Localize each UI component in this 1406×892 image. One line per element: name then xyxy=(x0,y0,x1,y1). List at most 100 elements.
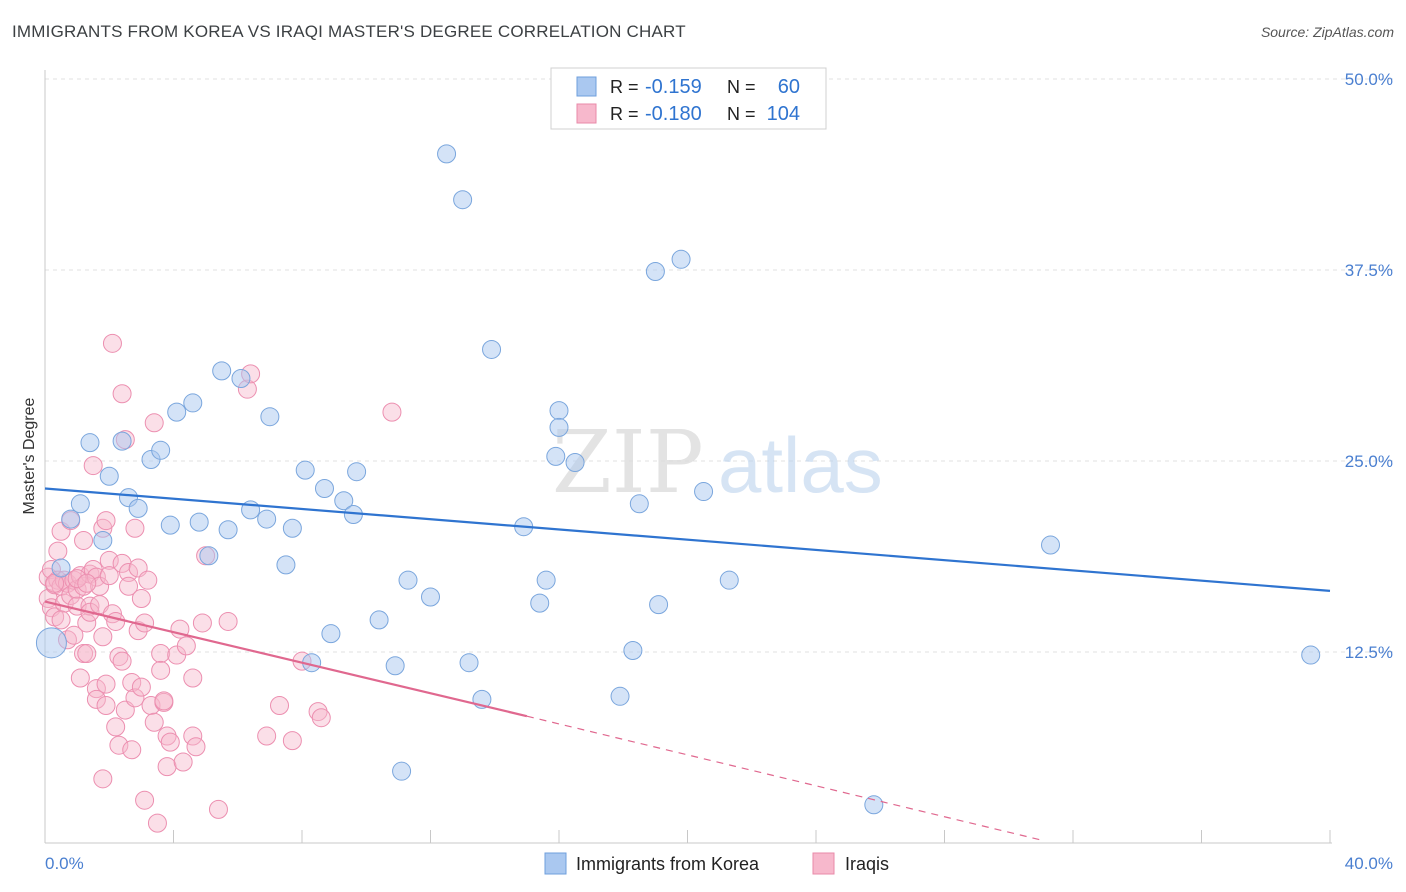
korea-point-29 xyxy=(334,491,354,511)
korea-point-48 xyxy=(565,453,585,473)
iraqis-point-26 xyxy=(77,644,97,664)
iraqis-point-72 xyxy=(147,813,167,833)
korea-point-36 xyxy=(421,587,440,607)
korea-point-13 xyxy=(167,402,187,422)
legend-r-label-iraqis: R = xyxy=(610,104,639,124)
korea-point-46 xyxy=(549,401,569,421)
iraqis-point-41 xyxy=(96,695,116,715)
iraqis-point-78 xyxy=(157,726,177,746)
iraqis-point-43 xyxy=(99,550,119,570)
y-tick-label-3: 50.0% xyxy=(1345,70,1393,89)
iraqis-point-57 xyxy=(119,576,139,596)
korea-point-49 xyxy=(610,686,630,706)
korea-point-28 xyxy=(321,624,341,644)
iraqis-point-6 xyxy=(48,541,68,561)
korea-point-17 xyxy=(212,361,232,381)
iraqis-point-25 xyxy=(77,613,97,633)
x-tick-label-min: 0.0% xyxy=(45,854,84,873)
iraqis-point-93 xyxy=(257,726,277,746)
korea-point-32 xyxy=(369,610,389,630)
iraqis-point-53 xyxy=(112,384,132,404)
y-tick-label-2: 37.5% xyxy=(1345,261,1393,280)
iraqis-point-58 xyxy=(122,740,142,760)
grid-lines xyxy=(45,78,1393,653)
korea-point-11 xyxy=(151,440,171,460)
iraqis-point-23 xyxy=(74,576,94,596)
iraqis-point-40 xyxy=(96,511,116,531)
iraqis-point-47 xyxy=(106,611,126,631)
korea-point-14 xyxy=(183,393,203,413)
iraqis-point-21 xyxy=(70,566,90,586)
iraqis-point-39 xyxy=(93,627,113,647)
iraqis-point-59 xyxy=(122,673,142,693)
korea-point-12 xyxy=(160,515,180,535)
iraqis-point-87 xyxy=(192,613,212,633)
korea-point-5 xyxy=(99,466,119,486)
korea-point-52 xyxy=(645,262,665,282)
korea-point-22 xyxy=(260,407,280,427)
korea-point-0 xyxy=(35,627,67,659)
korea-point-34 xyxy=(392,761,412,781)
iraqis-point-84 xyxy=(183,668,203,688)
bottom-legend-swatch-iraqis xyxy=(812,852,835,875)
legend-box xyxy=(550,67,827,130)
iraqis-point-86 xyxy=(186,737,206,757)
korea-point-59 xyxy=(1301,645,1321,665)
korea-point-3 xyxy=(70,494,90,514)
iraqis-point-98 xyxy=(311,708,331,728)
iraqis-point-67 xyxy=(135,790,155,810)
legend-n-label-korea: N = xyxy=(727,77,756,97)
iraqis-point-22 xyxy=(74,530,94,550)
iraqis-point-42 xyxy=(96,674,116,694)
iraqis-point-73 xyxy=(151,644,171,664)
korea-point-37 xyxy=(437,144,457,164)
korea-point-21 xyxy=(257,509,277,529)
iraqis-point-56 xyxy=(119,563,139,583)
korea-point-6 xyxy=(93,530,113,550)
iraqis-point-103 xyxy=(77,573,97,593)
iraqis-point-34 xyxy=(86,689,106,709)
iraqis-point-61 xyxy=(125,518,145,538)
iraqis-point-38 xyxy=(93,769,113,789)
korea-point-9 xyxy=(112,431,132,451)
iraqis-point-32 xyxy=(86,679,106,699)
iraqis-point-94 xyxy=(270,695,290,715)
korea-point-16 xyxy=(199,546,219,566)
trend-lines xyxy=(44,487,1331,841)
legend-r-label-korea: R = xyxy=(610,77,639,97)
korea-point-8 xyxy=(128,498,148,518)
korea-point-55 xyxy=(694,482,714,502)
korea-point-1 xyxy=(51,558,71,578)
iraqis-point-76 xyxy=(154,691,174,711)
korea-point-47 xyxy=(549,417,569,437)
iraqis-point-45 xyxy=(102,333,122,353)
iraqis-point-77 xyxy=(157,757,177,777)
iraqis-point-70 xyxy=(144,413,164,433)
iraqis-trend-line xyxy=(44,600,528,718)
series-legend: Immigrants from Korea Iraqis xyxy=(544,852,889,875)
korea-point-54 xyxy=(671,249,691,269)
source-credit: Source: ZipAtlas.com xyxy=(1260,24,1394,40)
iraqis-point-16 xyxy=(64,625,84,645)
y-tick-label-1: 25.0% xyxy=(1345,452,1393,471)
korea-point-35 xyxy=(398,570,418,590)
korea-point-39 xyxy=(459,653,479,673)
legend-r-value-korea: -0.159 xyxy=(645,76,702,98)
iraqis-trend-extension xyxy=(526,715,1042,841)
iraqis-point-63 xyxy=(128,621,148,641)
iraqis-point-97 xyxy=(308,702,328,722)
korea-point-19 xyxy=(231,368,251,388)
legend-r-value-iraqis: -0.180 xyxy=(645,103,702,125)
korea-point-33 xyxy=(385,656,405,676)
chart-title: IMMIGRANTS FROM KOREA VS IRAQI MASTER'S … xyxy=(12,22,686,41)
zipatlas-watermark: ZIP atlas xyxy=(552,413,883,513)
iraqis-point-82 xyxy=(173,752,193,772)
x-tick-marks xyxy=(44,830,1331,843)
iraqis-point-65 xyxy=(131,589,151,609)
korea-point-44 xyxy=(536,570,556,590)
y-axis-label: Master's Degree xyxy=(21,397,38,514)
iraqis-point-52 xyxy=(112,553,132,573)
iraqis-point-71 xyxy=(144,712,164,732)
korea-point-56 xyxy=(719,570,739,590)
